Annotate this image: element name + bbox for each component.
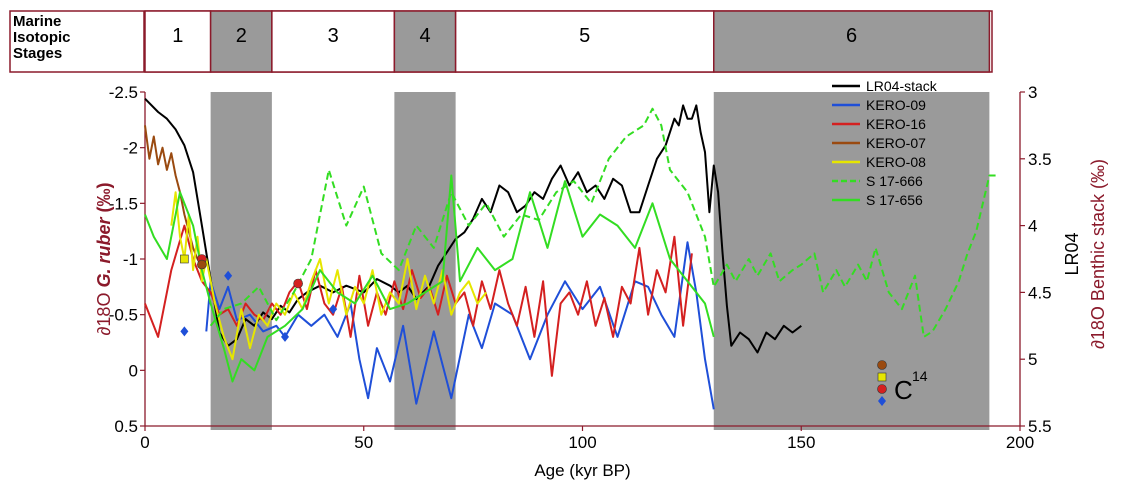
header-label-line-3: Stages <box>13 45 62 62</box>
legend-label-lr04-stack: LR04-stack <box>866 78 938 94</box>
series-line-kero-07 <box>144 125 203 266</box>
stage-label-2: 2 <box>236 25 247 47</box>
c14-legend-symbol <box>877 372 887 382</box>
c14-marker <box>197 259 207 270</box>
legend-label-kero-16: KERO-16 <box>866 116 926 132</box>
stage-cell-6 <box>713 10 991 73</box>
stage-label-6: 6 <box>846 25 857 47</box>
x-tick-label: 0 <box>140 433 149 452</box>
y-right-tick-label: 3 <box>1028 83 1037 102</box>
c14-legend-symbol <box>877 384 887 394</box>
c14-marker <box>329 304 338 315</box>
stage-shade-2 <box>210 92 272 430</box>
y-right-tick-label: 3.5 <box>1028 150 1052 169</box>
stage-cell-3 <box>271 10 396 73</box>
x-tick-label: 50 <box>354 433 373 452</box>
legend-label-s-17-656: S 17-656 <box>866 192 923 208</box>
stage-shade-6 <box>713 92 990 430</box>
y-left-tick-label: -1 <box>123 250 138 269</box>
stage-cell-2 <box>209 10 273 73</box>
c14-marker <box>180 326 189 337</box>
x-tick-label: 100 <box>568 433 596 452</box>
y-right-axis-title-line1: LR04 <box>1062 232 1082 275</box>
legend-label-kero-07: KERO-07 <box>866 135 926 151</box>
stage-label-5: 5 <box>579 25 590 47</box>
stage-label-1: 1 <box>172 25 183 47</box>
y-right-tick-label: 5.5 <box>1028 417 1052 436</box>
chart-series-lines <box>144 97 999 410</box>
header-label-line-1: Marine <box>13 13 61 30</box>
x-tick-label: 150 <box>787 433 815 452</box>
series-line-kero-09 <box>205 241 715 410</box>
stage-cell-1 <box>144 10 212 73</box>
legend-label-kero-09: KERO-09 <box>866 97 926 113</box>
stage-cell-5 <box>454 10 715 73</box>
header-label-line-2: Isotopic <box>13 29 71 46</box>
y-right-tick-label: 4.5 <box>1028 283 1052 302</box>
chart-axes: 0 50 100 150 200-2.5-2-1.5-1-0.500.533.544.5… <box>94 83 1108 480</box>
c14-marker <box>281 331 289 342</box>
stage-cell-4 <box>393 10 457 73</box>
series-line-s-17-656 <box>144 174 715 383</box>
y-right-tick-label: 5 <box>1028 350 1037 369</box>
y-left-axis-title: ∂18O G. ruber (‰) <box>94 183 114 336</box>
c14-superscript: 14 <box>912 368 928 384</box>
y-left-tick-label: -0.5 <box>109 306 138 325</box>
chart-legend: LR04-stack KERO-09 KERO-16 KERO-07 KERO-08 S … <box>832 78 938 208</box>
c14-legend-symbol <box>877 360 887 370</box>
y-left-tick-label: -2.5 <box>109 83 138 102</box>
y-left-tick-label: -1.5 <box>109 194 138 213</box>
y-right-tick-label: 4 <box>1028 217 1037 236</box>
c14-legend-symbol <box>878 396 886 406</box>
stage-shading <box>210 92 990 430</box>
c14-markers: C 14 <box>180 254 928 406</box>
stage-label-4: 4 <box>419 25 430 47</box>
legend-label-s-17-666: S 17-666 <box>866 173 923 189</box>
c14-label: C <box>894 375 913 405</box>
c14-marker <box>224 270 233 281</box>
y-left-tick-label: 0 <box>129 361 138 380</box>
y-right-axis-title-line2: ∂18O Benthic stack (‰) <box>1088 159 1108 349</box>
y-left-tick-label: 0.5 <box>114 417 138 436</box>
x-axis-title: Age (kyr BP) <box>534 461 630 480</box>
legend-label-kero-08: KERO-08 <box>866 154 926 170</box>
series-line-s-17-666 <box>209 107 999 338</box>
c14-marker <box>180 254 189 264</box>
stage-label-3: 3 <box>328 25 339 47</box>
x-tick-label: 200 <box>1006 433 1034 452</box>
series-line-lr04-stack <box>144 97 802 354</box>
c14-marker <box>293 278 303 289</box>
y-left-tick-label: -2 <box>123 139 138 158</box>
